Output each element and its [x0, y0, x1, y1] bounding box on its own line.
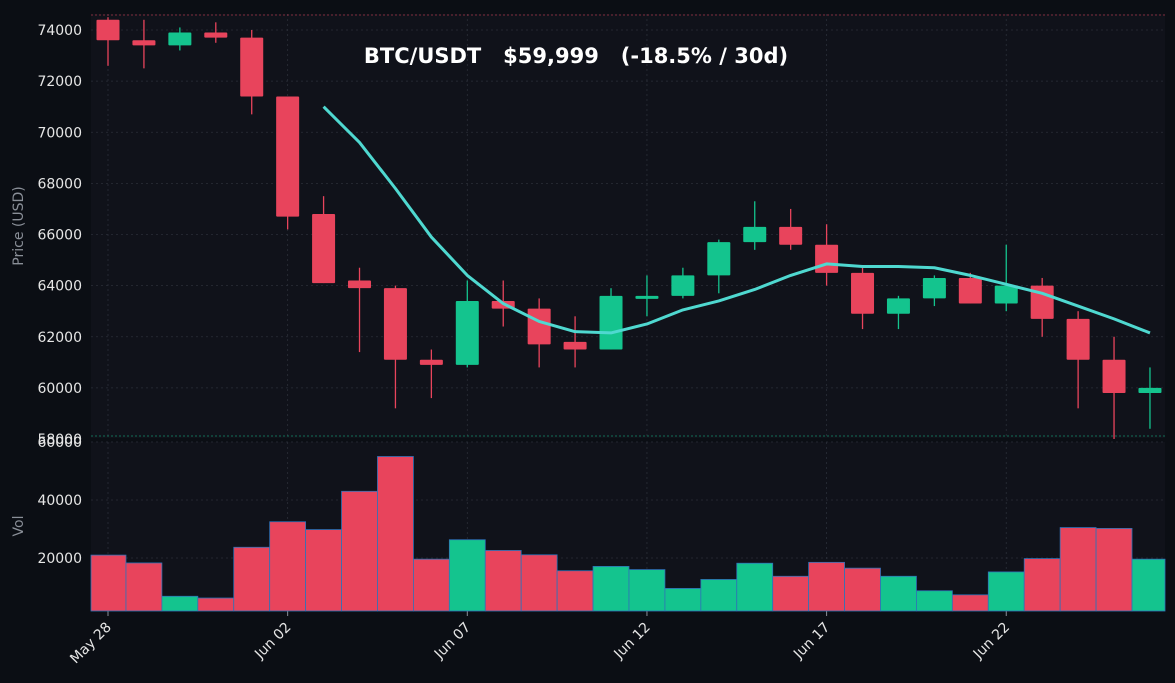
candle-body [240, 37, 264, 97]
candle-body [958, 277, 982, 304]
volume-bar [628, 569, 666, 612]
volume-bar [700, 579, 738, 612]
candle-body [204, 32, 228, 38]
candle-body [419, 359, 443, 365]
price-tick-label: 58000 [37, 432, 82, 448]
volume-tick-label: 60000 [37, 435, 82, 451]
volume-bar [90, 554, 127, 612]
volume-y-axis: 20000 40000 60000 [37, 435, 82, 567]
candle-body [1138, 387, 1162, 393]
volume-bar [592, 566, 630, 612]
volume-bar [377, 456, 414, 612]
volume-bar [951, 594, 989, 612]
volume-bar [161, 595, 199, 612]
candle-body [851, 272, 875, 314]
volume-bar [197, 597, 235, 612]
candle-body [96, 19, 120, 41]
price-tick-label: 72000 [37, 74, 82, 90]
price-tick-label: 74000 [37, 23, 82, 39]
candles [96, 17, 1162, 439]
candle-body [922, 277, 946, 299]
price-tick-label: 66000 [37, 228, 82, 244]
candle-body [527, 308, 551, 345]
candle-body [779, 226, 803, 245]
chart-title: BTC/USDT $59,999 (-18.5% / 30d) [364, 44, 788, 68]
candle-body [312, 214, 336, 284]
candle-body [886, 298, 910, 314]
volume-bar [808, 561, 845, 612]
candle-body [348, 280, 372, 289]
candle-body [132, 40, 156, 46]
candle-body [671, 275, 695, 296]
volume-bar [987, 571, 1025, 612]
price-panel-background [91, 14, 1165, 438]
candle-body [743, 226, 767, 243]
volume-bar [1059, 527, 1097, 612]
price-y-label: Price (USD) [11, 186, 27, 265]
candle-body [383, 288, 407, 360]
candle-body [635, 295, 659, 299]
candle-body [1102, 359, 1126, 393]
price-tick-label: 64000 [37, 279, 82, 295]
volume-bar [916, 590, 953, 612]
volume-bar [269, 521, 307, 612]
volume-bar [844, 567, 881, 612]
volume-bar [664, 588, 702, 612]
price-tick-label: 70000 [37, 125, 82, 141]
volume-bar [484, 550, 522, 612]
price-y-axis: 5800060000620006400066000680007000072000… [37, 23, 82, 448]
volume-tick-label: 20000 [37, 551, 82, 567]
candle-body [815, 244, 839, 273]
candle-body [455, 300, 479, 365]
volume-bar [736, 562, 774, 612]
candle-body [994, 285, 1018, 304]
volume-bar [1095, 528, 1133, 612]
volume-bar [1131, 558, 1166, 612]
candle-body [599, 295, 623, 350]
volume-bar [448, 539, 486, 612]
volume-bars [90, 456, 1166, 612]
price-tick-label: 68000 [37, 176, 82, 192]
volume-bar [233, 546, 271, 612]
candle-body [707, 242, 731, 276]
volume-bar [1023, 558, 1061, 612]
volume-bar [556, 570, 594, 612]
price-tick-label: 60000 [37, 381, 82, 397]
candle-body [168, 32, 192, 46]
volume-bar [413, 558, 450, 612]
volume-bar [520, 554, 558, 612]
volume-bar [880, 575, 917, 612]
volume-y-label: Vol [11, 516, 27, 537]
price-tick-label: 62000 [37, 330, 82, 346]
candle-body [1066, 318, 1090, 360]
volume-tick-label: 40000 [37, 493, 82, 509]
volume-bar [341, 490, 378, 612]
candle-body [563, 341, 587, 350]
volume-bar [305, 529, 342, 612]
moving-average-line [322, 105, 1151, 335]
volume-bar [125, 562, 163, 612]
volume-bar [772, 575, 810, 612]
candle-body [276, 96, 300, 217]
